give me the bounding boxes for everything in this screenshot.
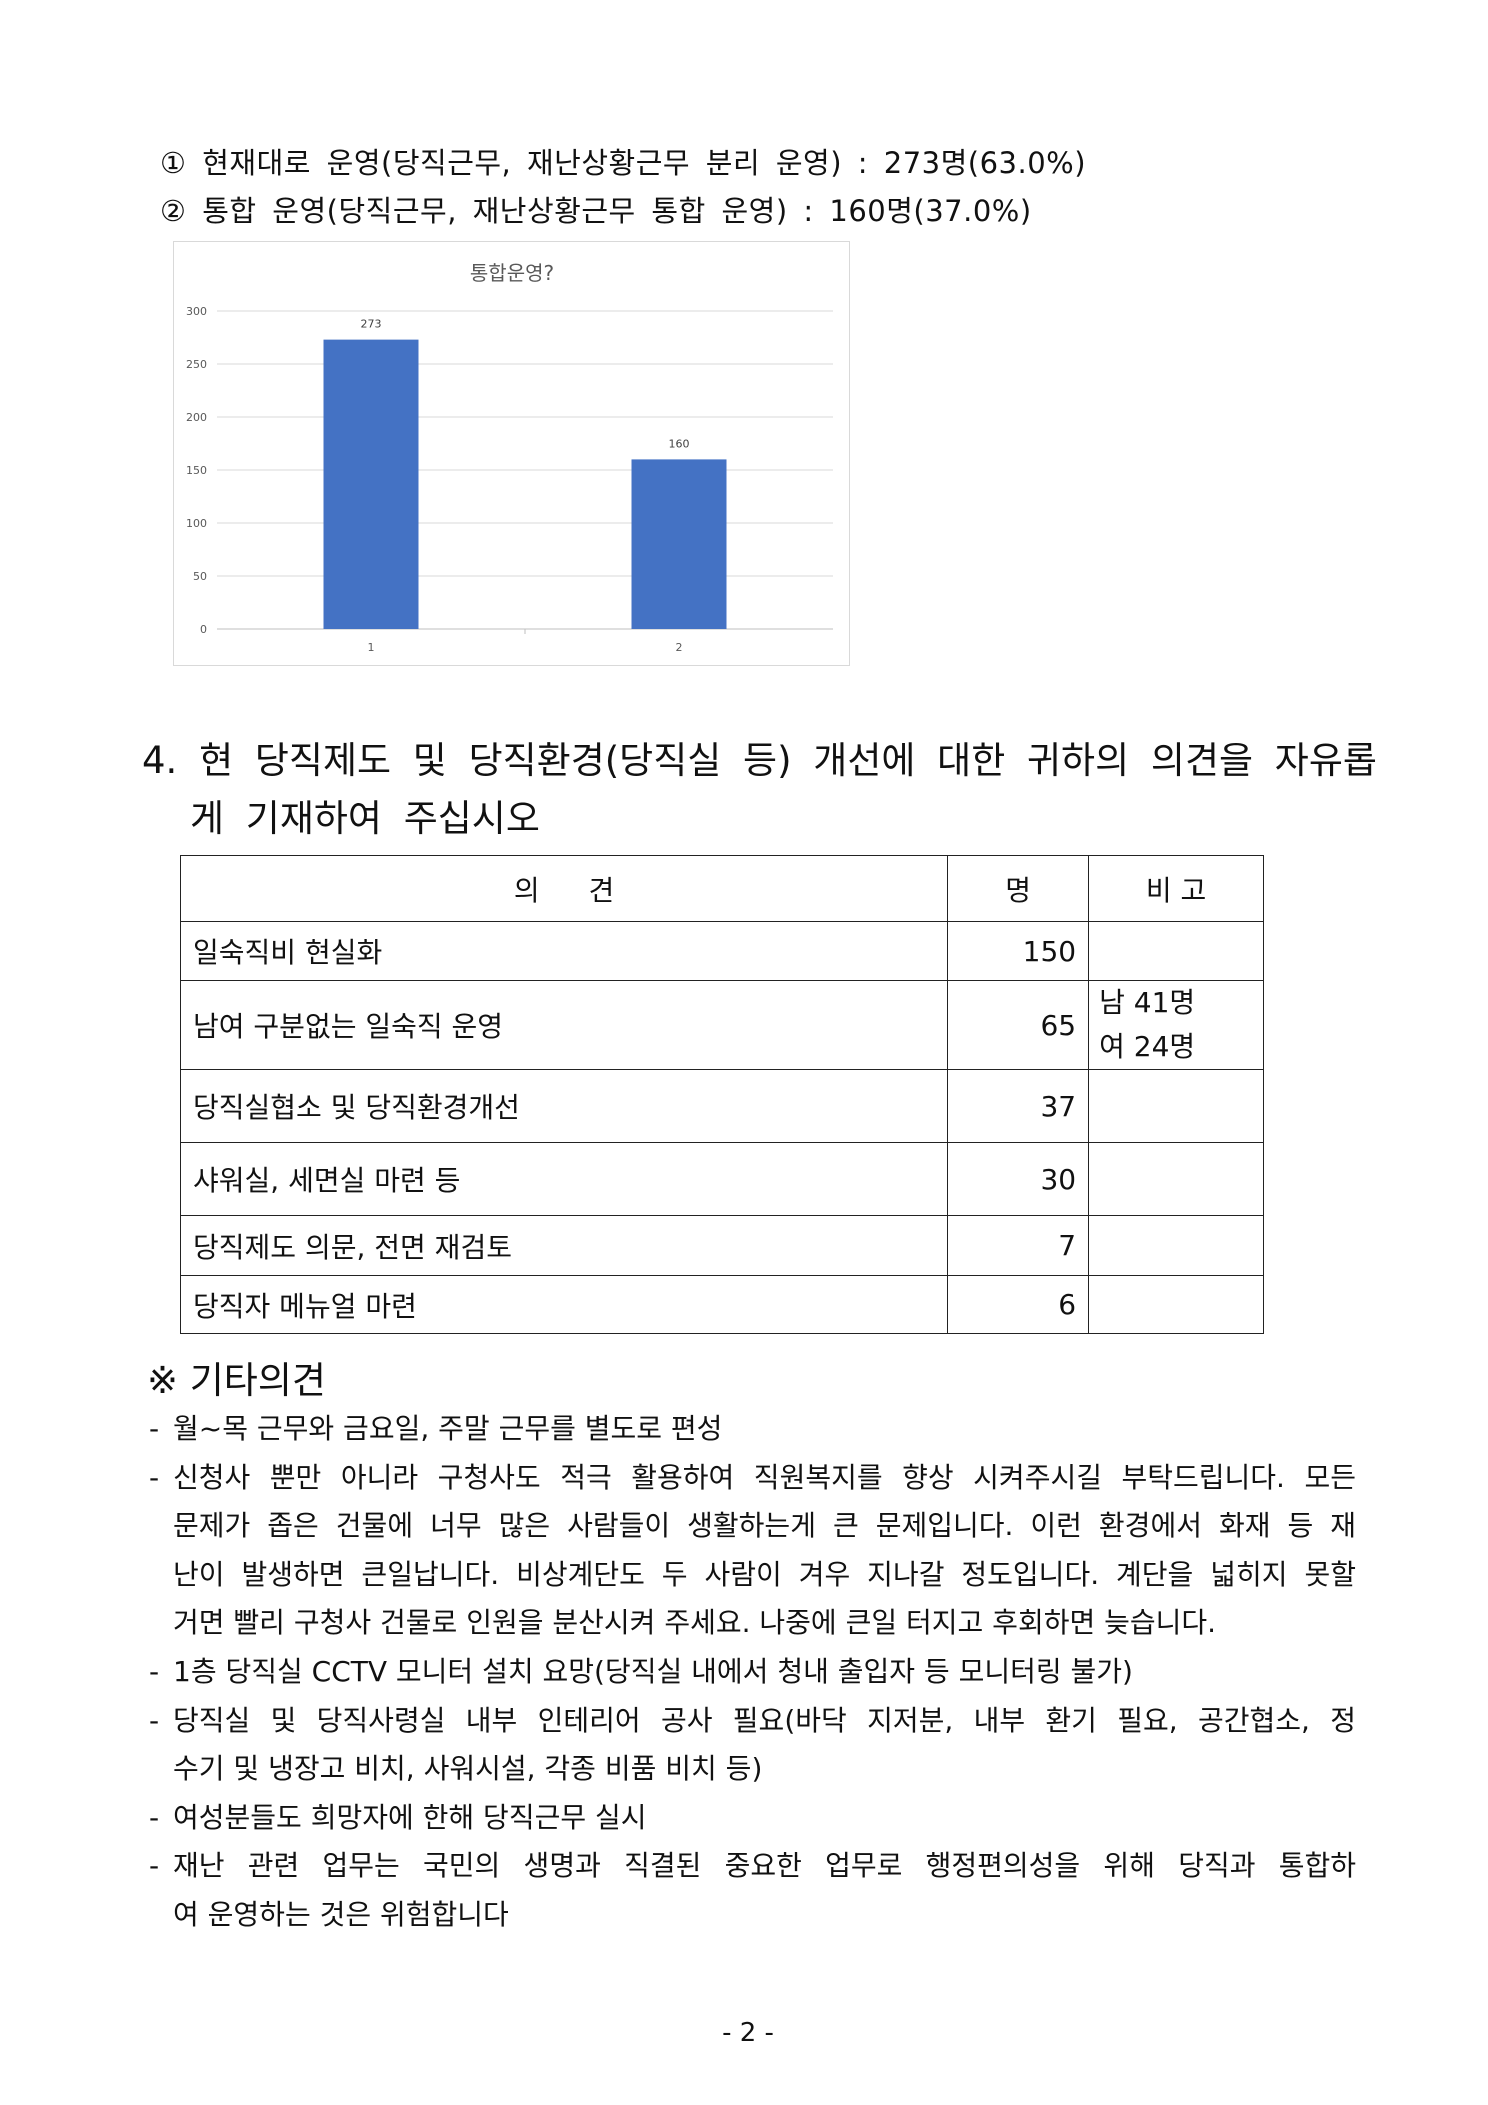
bullet-dash: - <box>149 1800 160 1834</box>
opinion-cell: 당직자 메뉴얼 마련 <box>179 1275 949 1334</box>
other-opinion-item: - 신청사 뿐만 아니라 구청사도 적극 활용하여 직원복지를 향상 시켜주시길 … <box>149 1454 1356 1648</box>
y-tick-label: 100 <box>186 517 207 530</box>
opinion-cell: 당직실협소 및 당직환경개선 <box>179 1069 949 1143</box>
y-tick-label: 250 <box>186 358 207 371</box>
count-cell: 65 <box>947 980 1090 1070</box>
option-2: ② 통합 운영(당직근무, 재난상황근무 통합 운영) : 160명(37.0%… <box>160 194 1032 228</box>
table-row: 당직실협소 및 당직환경개선 37 <box>179 1069 1264 1143</box>
header-opinion: 의 견 <box>179 855 949 922</box>
opinion-text-line: 여 운영하는 것은 위험합니다 <box>173 1897 509 1931</box>
bullet-dash: - <box>149 1460 160 1494</box>
bar <box>323 339 419 629</box>
other-heading: ※ 기타의견 <box>147 1359 326 1402</box>
opinion-text-line: 수기 및 냉장고 비치, 사워시설, 각종 비품 비치 등) <box>173 1752 763 1786</box>
other-opinion-item: - 당직실 및 당직사령실 내부 인테리어 공사 필요(바닥 지저분, 내부 환기… <box>149 1697 1356 1794</box>
chart-svg: 통합운영? 0 50 100 150 200 250 300 273 1 160 2 <box>186 261 833 654</box>
note-cell <box>1088 921 1264 981</box>
page-number: - 2 - <box>722 2018 774 2048</box>
other-opinion-item: - 여성분들도 희망자에 한해 당직근무 실시 <box>149 1794 1356 1843</box>
data-label: 273 <box>361 318 382 331</box>
question-line-1: 4. 현 당직제도 및 당직환경(당직실 등) 개선에 대한 귀하의 의견을 자… <box>142 739 1377 782</box>
note-cell <box>1088 1215 1264 1276</box>
opinion-text-line: 월~목 근무와 금요일, 주말 근무를 별도로 편성 <box>173 1412 723 1445</box>
count-cell: 30 <box>947 1142 1090 1216</box>
opinion-text-line: 1층 당직실 CCTV 모니터 설치 요망(당직실 내에서 청내 출입자 등 모… <box>173 1655 1133 1688</box>
y-tick-label: 50 <box>193 570 207 583</box>
count-cell: 37 <box>947 1069 1090 1143</box>
header-count: 명 <box>947 855 1090 922</box>
other-opinion-item: -1층 당직실 CCTV 모니터 설치 요망(당직실 내에서 청내 출입자 등 … <box>149 1648 1356 1697</box>
table-row: 일숙직비 현실화 150 <box>179 921 1264 981</box>
other-opinion-item: - 월~목 근무와 금요일, 주말 근무를 별도로 편성 <box>149 1405 1356 1454</box>
other-opinion-item: - 재난 관련 업무는 국민의 생명과 직결된 중요한 업무로 행정편의성을 위해… <box>149 1842 1356 1939</box>
opinion-cell: 일숙직비 현실화 <box>179 921 949 981</box>
header-note: 비 고 <box>1088 855 1264 922</box>
note-line: 남 41명 <box>1099 986 1196 1019</box>
count-cell: 150 <box>947 921 1090 981</box>
bar-chart: 통합운영? 0 50 100 150 200 250 300 273 1 160 2 <box>173 241 850 666</box>
count-cell: 7 <box>947 1215 1090 1276</box>
y-tick-label: 150 <box>186 464 207 477</box>
table-row: 당직제도 의문, 전면 재검토 7 <box>179 1215 1264 1276</box>
opinion-text-line: 난이 발생하면 큰일납니다. 비상계단도 두 사람이 겨우 지나갈 정도입니다.… <box>173 1557 1356 1591</box>
data-label: 160 <box>669 437 690 450</box>
table-row: 당직자 메뉴얼 마련 6 <box>179 1275 1264 1334</box>
y-tick-label: 300 <box>186 305 207 318</box>
opinion-text-line: 신청사 뿐만 아니라 구청사도 적극 활용하여 직원복지를 향상 시켜주시길 부… <box>173 1460 1356 1494</box>
opinion-cell: 남여 구분없는 일숙직 운영 <box>179 980 949 1070</box>
opinion-text-line: 거면 빨리 구청사 건물로 인원을 분산시켜 주세요. 나중에 큰일 터지고 후… <box>173 1606 1217 1640</box>
y-tick-label: 200 <box>186 411 207 424</box>
opinion-text-line: 재난 관련 업무는 국민의 생명과 직결된 중요한 업무로 행정편의성을 위해 … <box>173 1849 1356 1883</box>
bar <box>631 459 727 629</box>
table-header-row: 의 견 명 비 고 <box>179 855 1264 922</box>
y-tick-label: 0 <box>200 623 207 636</box>
count-cell: 6 <box>947 1275 1090 1334</box>
table-row: 샤워실, 세면실 마련 등 30 <box>179 1142 1264 1216</box>
chart-title: 통합운영? <box>470 261 554 285</box>
opinion-text-line: 문제가 좁은 건물에 너무 많은 사람들이 생활하는게 큰 문제입니다. 이런 … <box>173 1509 1356 1543</box>
note-cell <box>1088 1069 1264 1143</box>
opinion-text-line: 당직실 및 당직사령실 내부 인테리어 공사 필요(바닥 지저분, 내부 환기 … <box>173 1703 1356 1737</box>
note-cell <box>1088 1275 1264 1334</box>
opinion-table: 의 견 명 비 고 일숙직비 현실화 150 남여 구분없는 일숙직 운영 65… <box>179 855 1264 1334</box>
opinion-cell: 샤워실, 세면실 마련 등 <box>179 1142 949 1216</box>
note-line: 여 24명 <box>1099 1030 1196 1063</box>
question-line-2: 게 기재하여 주십시오 <box>190 797 540 840</box>
bullet-dash: - <box>149 1655 160 1688</box>
opinion-cell: 당직제도 의문, 전면 재검토 <box>179 1215 949 1276</box>
option-1: ① 현재대로 운영(당직근무, 재난상황근무 분리 운영) : 273명(63.… <box>160 146 1087 180</box>
bullet-dash: - <box>149 1703 160 1737</box>
note-cell <box>1088 1142 1264 1216</box>
bullet-dash: - <box>149 1849 160 1883</box>
x-tick-label: 1 <box>368 641 375 654</box>
bullet-dash: - <box>149 1412 160 1445</box>
x-tick-label: 2 <box>676 641 683 654</box>
opinion-text-line: 여성분들도 희망자에 한해 당직근무 실시 <box>173 1800 647 1834</box>
